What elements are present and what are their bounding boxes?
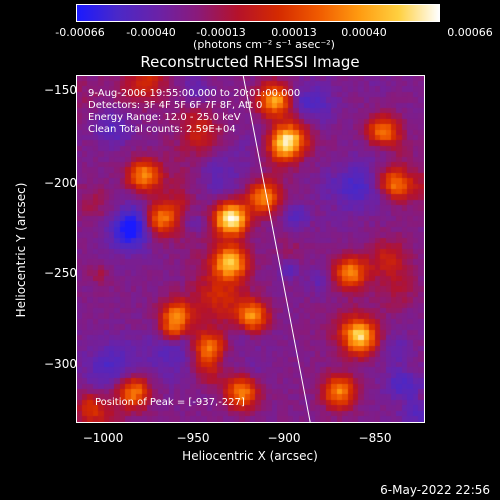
colorbar-units: (photons cm⁻² s⁻¹ asec⁻²) [193, 38, 335, 51]
timestamp: 6-May-2022 22:56 [380, 483, 490, 497]
plot-title: Reconstructed RHESSI Image [140, 53, 360, 71]
x-tick-label: −850 [358, 431, 392, 445]
colorbar-tick-label: 0.00013 [271, 26, 317, 39]
y-tick-label: −250 [44, 266, 77, 280]
y-tick-label: −150 [44, 83, 77, 97]
x-axis-label: Heliocentric X (arcsec) [182, 449, 318, 463]
x-tick-label: −1000 [82, 431, 124, 445]
colorbar-tick-label: -0.00066 [55, 26, 105, 39]
peak-position-label: Position of Peak = [-937,-227] [95, 397, 245, 408]
y-tick-label: −300 [44, 357, 77, 371]
colorbar-tick-label: -0.00040 [126, 26, 176, 39]
rhessi-heatmap [77, 76, 424, 422]
energy-range-label: Energy Range: 12.0 - 25.0 keV [88, 112, 241, 123]
colorbar-tick-label: -0.00013 [196, 26, 246, 39]
image-plot-area: 9-Aug-2006 19:55:00.000 to 20:01:00.000 … [76, 75, 425, 423]
time-range-label: 9-Aug-2006 19:55:00.000 to 20:01:00.000 [88, 88, 301, 99]
limb-overlay [242, 76, 311, 422]
colorbar [76, 4, 440, 22]
x-tick-label: −900 [267, 431, 301, 445]
method-counts-label: Clean Total counts: 2.59E+04 [88, 124, 236, 135]
detectors-label: Detectors: 3F 4F 5F 6F 7F 8F, Att 0 [88, 100, 263, 111]
x-tick-label: −950 [176, 431, 210, 445]
colorbar-tick-label: 0.00040 [341, 26, 387, 39]
colorbar-tick-label: 0.00066 [447, 26, 493, 39]
y-tick-label: −200 [44, 176, 77, 190]
y-axis-label: Heliocentric Y (arcsec) [14, 182, 28, 318]
colorbar-gradient [77, 5, 439, 21]
solar-limb-line [242, 76, 311, 422]
